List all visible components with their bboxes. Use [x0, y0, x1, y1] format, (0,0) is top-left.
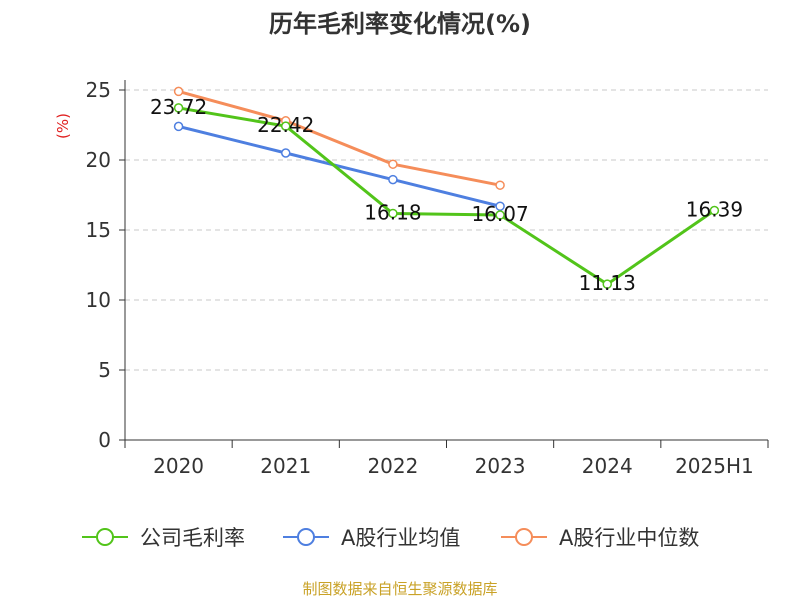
legend-label: A股行业中位数	[559, 526, 699, 550]
data-label-layer: 23.72 22.42 16.18 16.07 11.13 16.39	[150, 95, 743, 295]
series-layer	[173, 86, 720, 289]
legend-swatch-marker	[515, 528, 533, 546]
data-label: 23.72	[150, 95, 207, 119]
series-line	[178, 124, 501, 208]
y-tick-label: 25	[86, 78, 111, 102]
data-point	[173, 103, 184, 113]
x-tick-label: 2024	[582, 454, 633, 478]
y-tick-label: 10	[86, 288, 111, 312]
x-tick-label: 2022	[367, 454, 418, 478]
x-tick-label: 2025H1	[675, 454, 754, 478]
legend-item: A股行业均值	[283, 526, 460, 550]
legend: 公司毛利率 A股行业均值 A股行业中位数	[82, 526, 699, 550]
data-point	[388, 208, 398, 219]
data-source-note: 制图数据来自恒生聚源数据库	[302, 580, 498, 598]
x-tick-label: 2021	[260, 454, 311, 478]
legend-label: A股行业均值	[341, 526, 460, 550]
chart-title: 历年毛利率变化情况(%)	[269, 10, 531, 38]
x-tick-label: 2023	[475, 454, 526, 478]
y-tick-label: 5	[98, 358, 111, 382]
y-tick-label: 15	[86, 218, 111, 242]
series-line	[178, 89, 501, 187]
data-point	[495, 210, 505, 220]
legend-item: A股行业中位数	[501, 526, 699, 550]
y-axis-label: (%)	[54, 113, 72, 139]
axis-layer: 0 5 10 15 20 25 (%) 2020 2021 2022 2023 2024 2025H1	[54, 78, 769, 478]
data-point	[173, 86, 184, 97]
series-line	[178, 106, 716, 286]
data-point	[495, 180, 505, 190]
y-tick-label: 0	[98, 428, 111, 452]
data-point	[281, 121, 291, 131]
data-point	[602, 279, 612, 289]
data-label: 22.42	[257, 113, 314, 137]
legend-label: 公司毛利率	[140, 526, 245, 550]
data-point	[709, 205, 720, 216]
data-label: 16.18	[364, 200, 421, 224]
legend-swatch-marker	[297, 528, 315, 546]
data-point	[388, 159, 398, 169]
x-tick-label: 2020	[153, 454, 204, 478]
data-label: 16.39	[686, 198, 743, 222]
data-label: 11.13	[579, 271, 636, 295]
data-point	[173, 121, 184, 132]
legend-item: 公司毛利率	[82, 526, 245, 550]
data-point	[388, 174, 398, 185]
data-point	[495, 201, 505, 211]
data-label: 16.07	[471, 202, 528, 226]
grid-layer	[125, 89, 768, 371]
data-point	[281, 148, 291, 158]
legend-swatch-marker	[96, 528, 114, 546]
y-tick-label: 20	[86, 148, 111, 172]
